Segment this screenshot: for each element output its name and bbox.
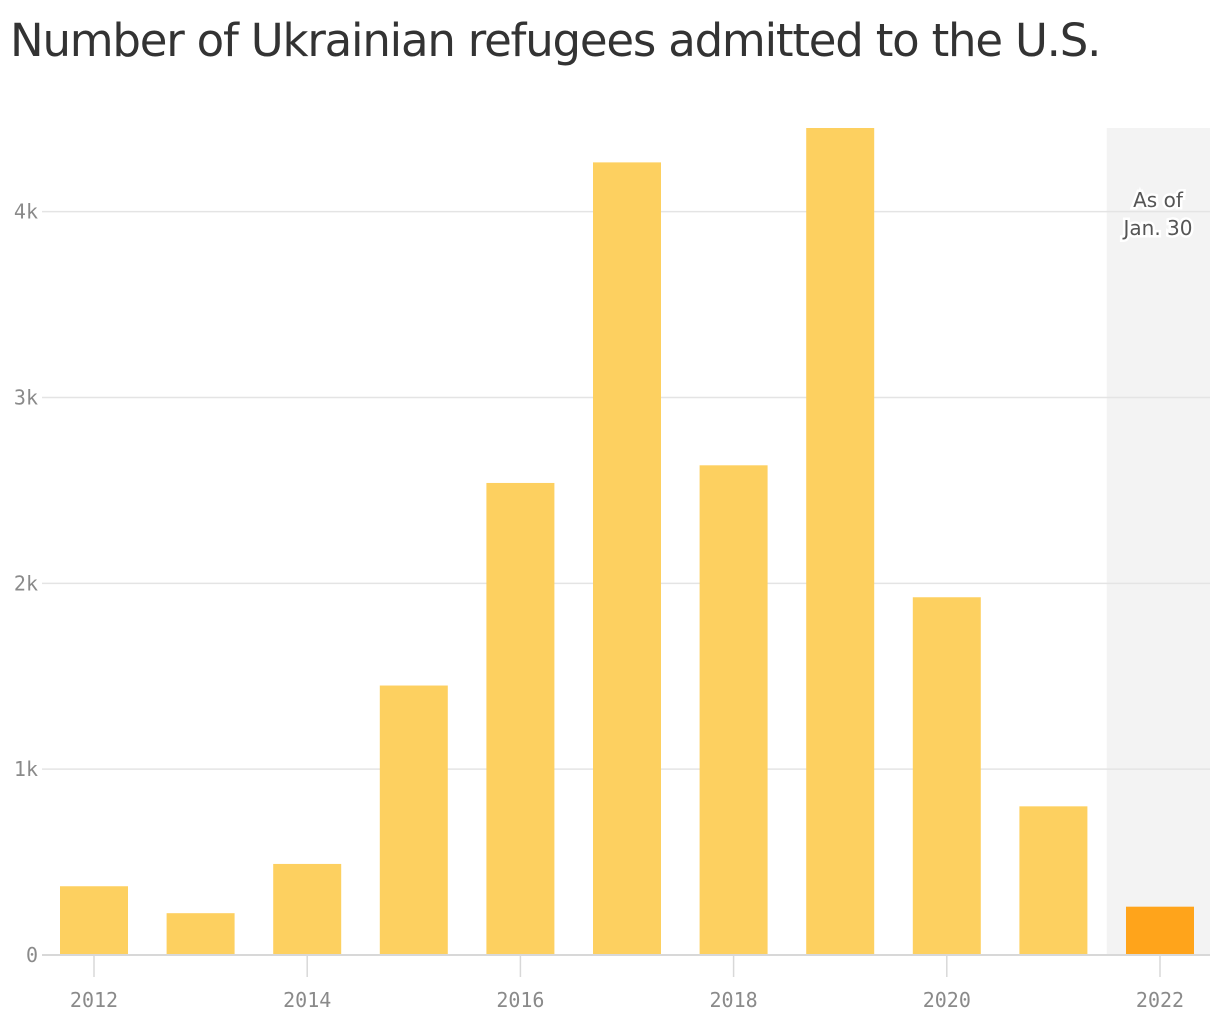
x-tick-label: 2020 bbox=[923, 988, 971, 1012]
bar-2022 bbox=[1126, 906, 1194, 955]
bar-2016 bbox=[486, 482, 555, 955]
y-tick-label: 2k bbox=[14, 571, 38, 595]
y-tick-label: 0 bbox=[26, 943, 38, 967]
x-tick-label: 2016 bbox=[496, 988, 544, 1012]
bar-2012 bbox=[60, 886, 128, 955]
x-tick-label: 2014 bbox=[283, 988, 331, 1012]
y-tick-label: 3k bbox=[14, 385, 38, 409]
annotation-line-2: Jan. 30 bbox=[1122, 216, 1193, 240]
chart-title: Number of Ukrainian refugees admitted to… bbox=[10, 14, 1101, 67]
x-tick-label: 2012 bbox=[70, 988, 118, 1012]
bar-2020 bbox=[912, 597, 981, 955]
bar-2013 bbox=[166, 913, 235, 955]
y-tick-label: 4k bbox=[14, 200, 38, 224]
bar-2017 bbox=[593, 162, 661, 955]
bar-2015 bbox=[379, 685, 448, 955]
y-tick-label: 1k bbox=[14, 757, 38, 781]
bar-2019 bbox=[806, 128, 875, 955]
x-tick-label: 2018 bbox=[710, 988, 758, 1012]
bar-2018 bbox=[699, 465, 768, 955]
annotation-line-1: As of bbox=[1133, 188, 1184, 212]
x-tick-label: 2022 bbox=[1136, 988, 1184, 1012]
bar-2021 bbox=[1019, 806, 1088, 955]
partial-year-shade bbox=[1106, 128, 1210, 955]
bar-2014 bbox=[273, 863, 342, 955]
